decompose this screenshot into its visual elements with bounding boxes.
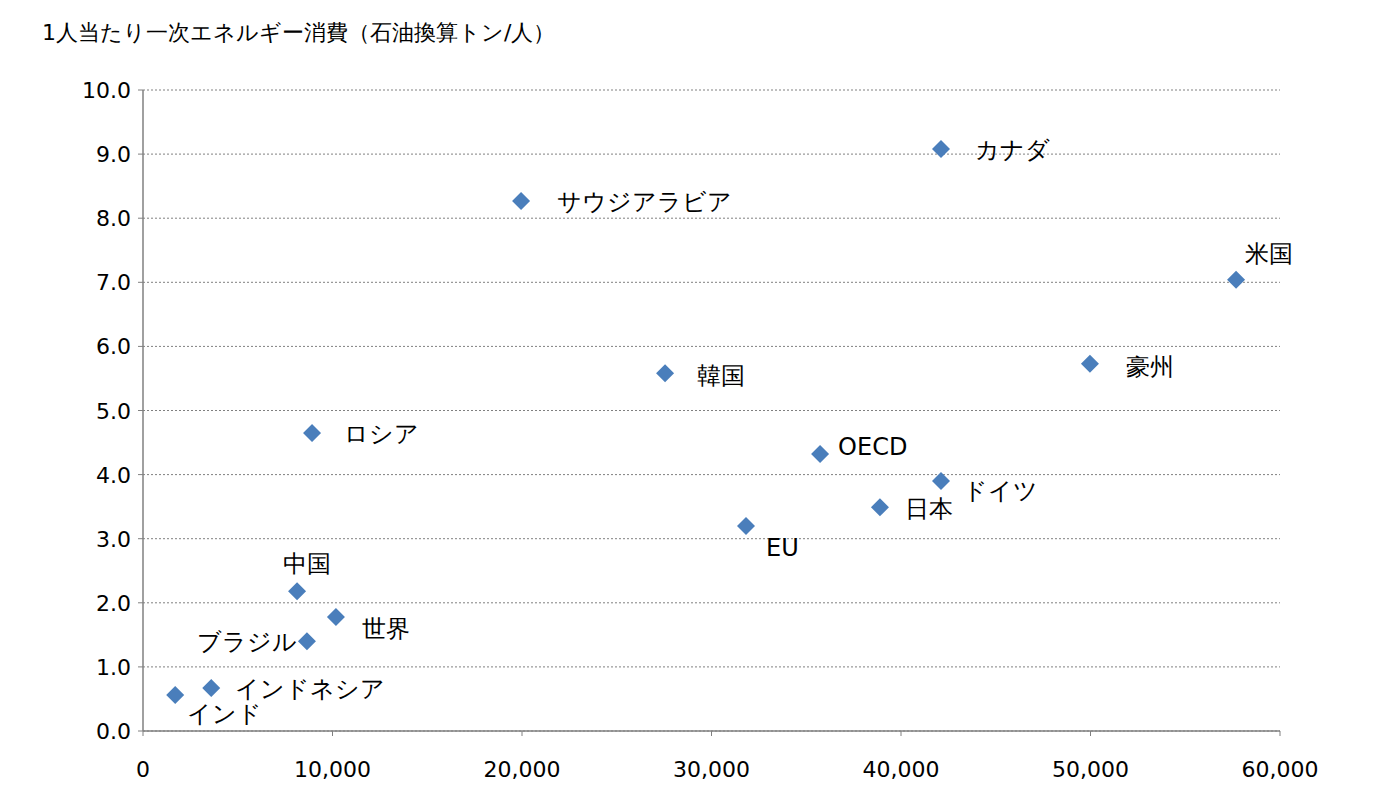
x-tick-label: 0	[136, 757, 150, 782]
grid-line	[143, 666, 1280, 667]
point	[202, 679, 220, 697]
point	[298, 632, 316, 650]
points	[166, 140, 1245, 704]
y-tick-label: 8.0	[96, 206, 131, 231]
grid-line	[143, 218, 1280, 219]
point	[1081, 355, 1099, 373]
point	[871, 498, 889, 516]
title: 1人当たり一次エネルギー消費（石油換算トン/人）	[42, 20, 555, 45]
x-tick-label: 40,000	[863, 757, 940, 782]
point-label: サウジアラビア	[557, 188, 732, 216]
point	[932, 140, 950, 158]
grid-line	[143, 410, 1280, 411]
point-label: 米国	[1245, 240, 1293, 268]
point-label: 豪州	[1126, 353, 1174, 381]
point-label: インドネシア	[235, 675, 385, 703]
grid-line	[143, 602, 1280, 603]
point-label: EU	[766, 534, 799, 562]
x-tick-label: 20,000	[484, 757, 561, 782]
point	[811, 445, 829, 463]
point	[303, 424, 321, 442]
point-label: 日本	[905, 495, 953, 523]
y-tick-label: 5.0	[96, 399, 131, 424]
x-axis	[143, 730, 1280, 732]
x-tick-label: 30,000	[673, 757, 750, 782]
point	[166, 686, 184, 704]
y-tick-label: 6.0	[96, 334, 131, 359]
x-tick-label: 10,000	[294, 757, 371, 782]
grid-line	[143, 90, 1280, 91]
y-tick-label: 7.0	[96, 270, 131, 295]
point-label: ロシア	[344, 420, 419, 448]
grid-line	[143, 154, 1280, 155]
point-label: 世界	[362, 615, 410, 643]
point	[1227, 271, 1245, 289]
grid-line	[143, 731, 1280, 732]
grid-line	[143, 346, 1280, 347]
point	[932, 472, 950, 490]
y-tick-label: 9.0	[96, 142, 131, 167]
chart: 1人当たり一次エネルギー消費（石油換算トン/人） 0.0 1.0 2.0 3.0 4.0 5…	[0, 0, 1380, 811]
y-tick-label: 1.0	[96, 655, 131, 680]
y-tick-label: 2.0	[96, 591, 131, 616]
point-label: インド	[187, 700, 262, 728]
y-tick-label: 3.0	[96, 527, 131, 552]
point-label: ブラジル	[197, 628, 297, 656]
x-tick-label: 60,000	[1242, 757, 1319, 782]
grid-line	[143, 538, 1280, 539]
point	[288, 582, 306, 600]
y-tick-label: 10.0	[82, 78, 131, 103]
point	[656, 364, 674, 382]
point-label: 中国	[283, 550, 331, 578]
point-label: OECD	[838, 433, 907, 461]
y-tick-label: 0.0	[96, 719, 131, 744]
grid-line	[143, 474, 1280, 475]
point-label: 韓国	[697, 362, 745, 390]
y-tick-label: 4.0	[96, 463, 131, 488]
y-axis	[142, 90, 144, 731]
point-label: カナダ	[975, 136, 1050, 164]
point	[512, 192, 530, 210]
point	[737, 517, 755, 535]
point	[327, 608, 345, 626]
grid-line	[143, 282, 1280, 283]
x-tick-label: 50,000	[1052, 757, 1129, 782]
point-label: ドイツ	[963, 477, 1038, 505]
